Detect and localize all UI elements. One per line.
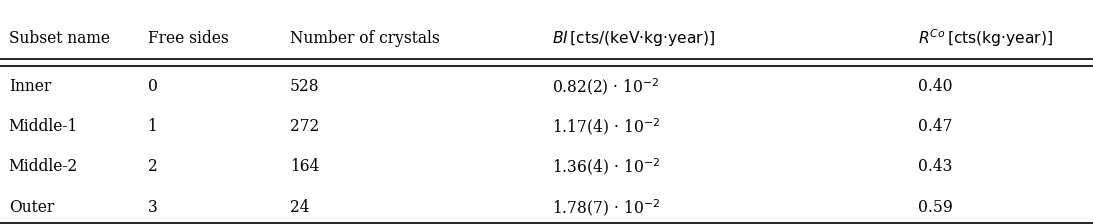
Text: $R^{Co}\,\mathrm{[cts(kg{\cdot}year)]}$: $R^{Co}\,\mathrm{[cts(kg{\cdot}year)]}$ [918, 27, 1054, 49]
Text: 24: 24 [290, 199, 309, 216]
Text: 0: 0 [148, 78, 157, 95]
Text: 0.43: 0.43 [918, 158, 952, 175]
Text: 2: 2 [148, 158, 157, 175]
Text: 3: 3 [148, 199, 157, 216]
Text: 1.78(7) · 10$^{-2}$: 1.78(7) · 10$^{-2}$ [552, 197, 660, 218]
Text: 0.47: 0.47 [918, 118, 952, 135]
Text: Outer: Outer [9, 199, 54, 216]
Text: 0.59: 0.59 [918, 199, 953, 216]
Text: 528: 528 [290, 78, 319, 95]
Text: 0.40: 0.40 [918, 78, 953, 95]
Text: 1.36(4) · 10$^{-2}$: 1.36(4) · 10$^{-2}$ [552, 156, 660, 177]
Text: 1.17(4) · 10$^{-2}$: 1.17(4) · 10$^{-2}$ [552, 116, 660, 137]
Text: Inner: Inner [9, 78, 51, 95]
Text: 1: 1 [148, 118, 157, 135]
Text: 164: 164 [290, 158, 319, 175]
Text: Subset name: Subset name [9, 30, 109, 47]
Text: Middle-1: Middle-1 [9, 118, 78, 135]
Text: Middle-2: Middle-2 [9, 158, 78, 175]
Text: 0.82(2) · 10$^{-2}$: 0.82(2) · 10$^{-2}$ [552, 76, 659, 97]
Text: $BI\,\mathrm{[cts/(keV{\cdot}kg{\cdot}year)]}$: $BI\,\mathrm{[cts/(keV{\cdot}kg{\cdot}ye… [552, 29, 715, 47]
Text: Free sides: Free sides [148, 30, 228, 47]
Text: 272: 272 [290, 118, 319, 135]
Text: Number of crystals: Number of crystals [290, 30, 439, 47]
